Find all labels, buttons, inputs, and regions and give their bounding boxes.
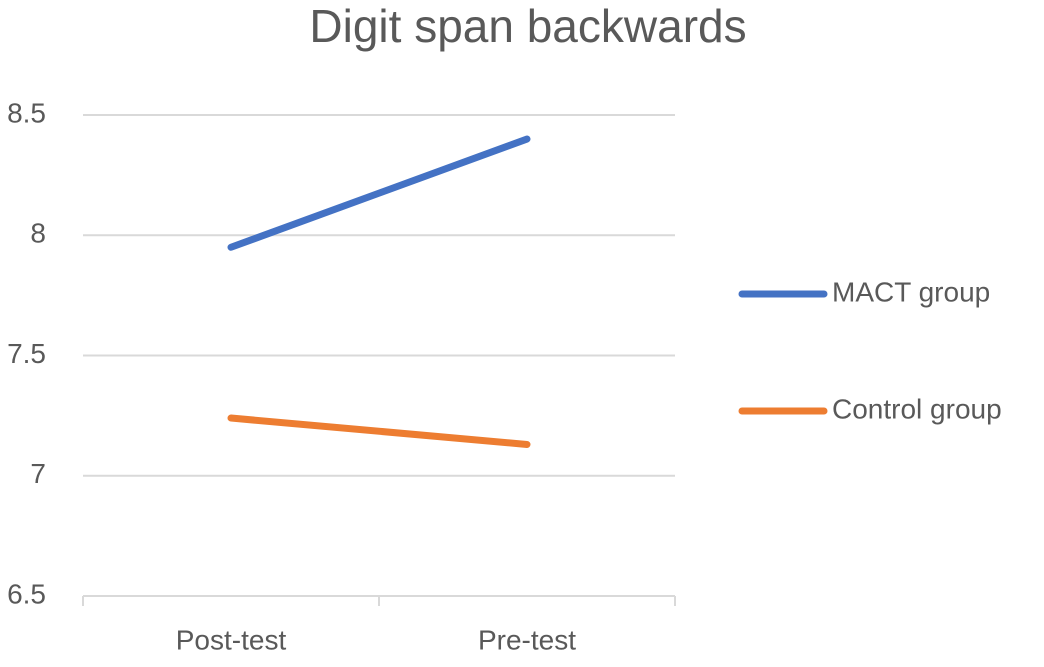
data-line xyxy=(227,135,531,251)
chart-title: Digit span backwards xyxy=(309,0,746,52)
y-tick-label: 6.5 xyxy=(7,578,46,609)
x-tick-label: Post-test xyxy=(176,624,287,655)
legend-label: Control group xyxy=(832,393,1002,424)
y-tick-label: 7 xyxy=(30,458,46,489)
x-tick-label: Pre-test xyxy=(478,624,576,655)
y-tick-label: 8.5 xyxy=(7,97,46,128)
data-line xyxy=(227,414,531,448)
legend-label: MACT group xyxy=(832,276,990,307)
y-tick-label: 8 xyxy=(30,218,46,249)
y-tick-label: 7.5 xyxy=(7,338,46,369)
